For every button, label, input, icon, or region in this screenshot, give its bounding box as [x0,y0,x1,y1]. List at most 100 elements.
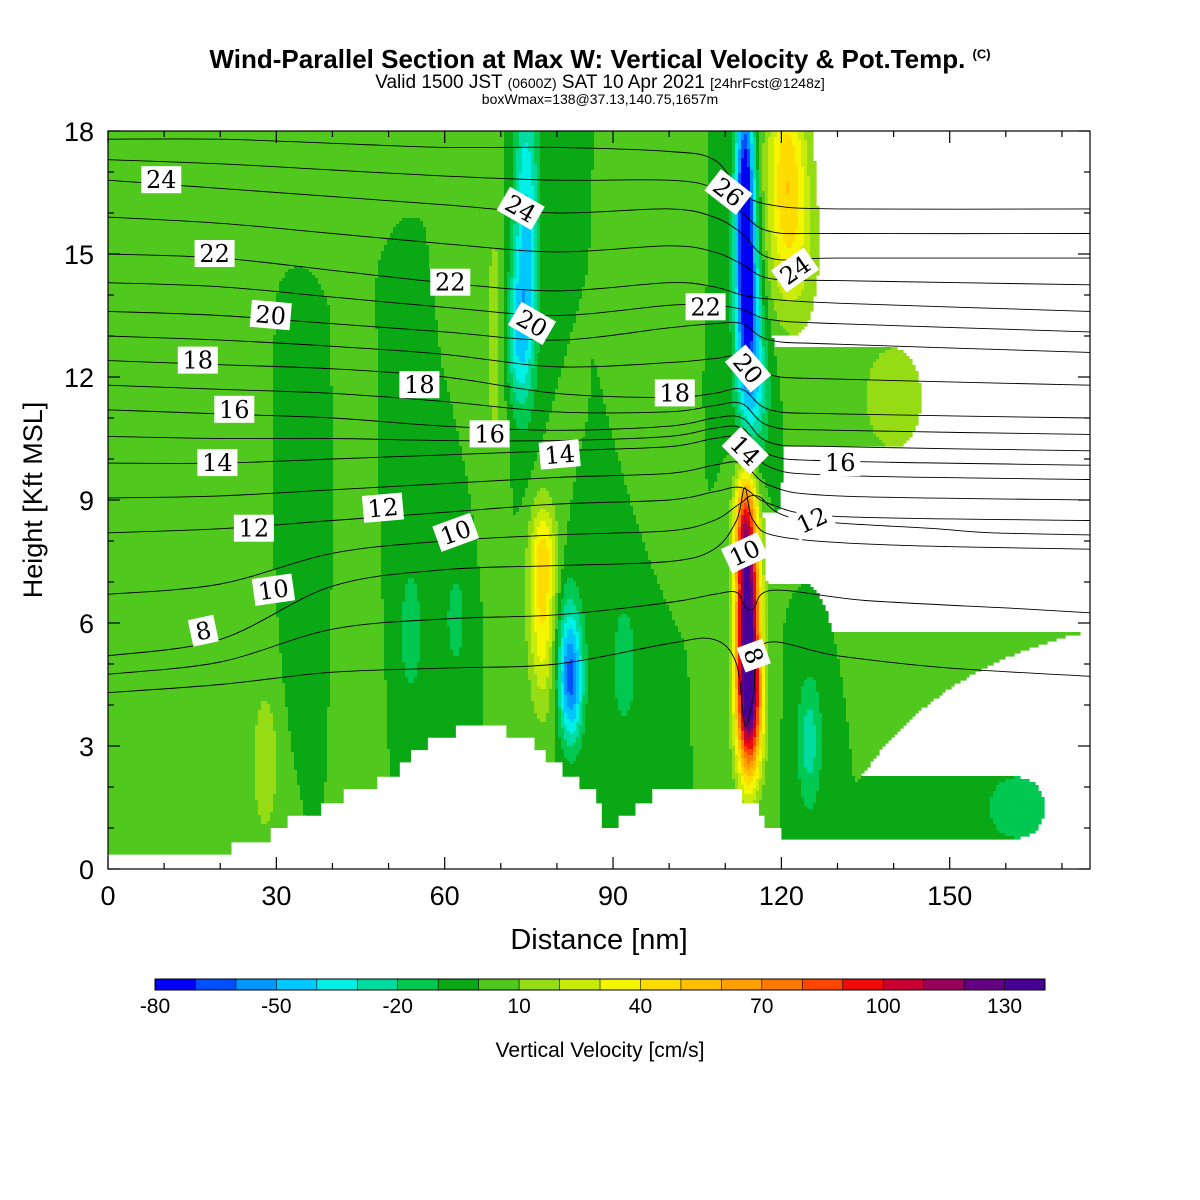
w-cell [756,392,763,396]
w-cell [783,419,871,423]
w-cell [741,392,745,396]
w-cell [729,218,733,222]
w-cell [552,530,559,534]
w-cell [645,548,730,552]
w-cell [549,638,553,642]
w-cell [540,299,580,303]
w-cell [732,539,736,543]
w-cell [504,395,511,399]
w-cell [771,332,790,336]
w-cell [753,341,757,345]
w-cell [717,479,733,483]
w-cell [537,287,541,291]
w-cell [738,503,742,507]
w-cell [768,191,775,195]
w-cell [498,398,505,402]
w-cell [753,509,757,513]
w-cell [762,395,766,399]
w-cell [333,575,382,579]
w-cell [555,623,559,627]
w-cell [807,173,817,177]
w-cell [762,587,766,591]
w-cell [798,227,805,231]
w-cell [762,524,766,528]
w-cell [504,338,508,342]
w-cell [750,506,754,510]
w-cell [756,173,760,177]
w-cell [750,479,754,483]
w-cell [768,212,775,216]
w-cell [525,605,532,609]
w-cell [735,623,739,627]
w-cell [513,233,520,237]
w-cell [735,485,739,489]
w-cell [732,260,736,264]
w-cell [558,560,565,564]
w-cell [729,506,733,510]
w-cell [762,263,766,267]
w-cell [450,632,463,636]
w-cell [489,302,499,306]
w-cell [477,545,529,549]
w-cell [741,224,751,228]
w-cell [537,302,541,306]
w-cell [489,398,499,402]
w-cell [762,314,766,318]
w-cell [762,638,766,642]
w-cell [507,320,511,324]
w-cell [762,347,766,351]
w-cell [744,623,754,627]
w-cell [273,446,334,450]
w-cell [276,314,331,318]
w-cell [765,377,772,381]
w-cell [765,314,769,318]
w-cell [549,620,553,624]
w-cell [537,230,541,234]
w-cell [108,593,277,597]
w-cell [405,584,418,588]
w-cell [783,425,874,429]
w-cell [765,284,772,288]
w-cell [738,275,742,279]
w-cell [780,323,808,327]
w-cell [879,353,907,357]
w-cell [561,623,565,627]
w-cell [750,134,754,138]
w-cell [534,239,538,243]
w-cell [510,257,514,261]
w-cell [108,407,274,411]
w-cell [759,224,763,228]
w-cell [504,224,511,228]
w-cell [504,341,508,345]
w-cell [108,512,274,516]
w-cell [561,569,655,573]
w-cell [741,155,745,159]
w-cell [735,614,739,618]
w-cell [378,413,454,417]
w-cell [498,332,505,336]
w-cell [564,608,577,612]
w-cell [531,617,535,621]
w-cell [330,608,385,612]
w-cell [582,293,706,297]
w-cell [531,548,535,552]
w-cell [762,449,784,453]
w-cell [732,380,736,384]
w-cell [789,191,799,195]
w-cell [735,647,739,651]
w-cell [759,146,763,150]
w-cell [408,581,415,585]
w-cell [765,131,772,135]
w-cell [534,500,553,504]
w-cell [735,494,739,498]
w-cell [528,146,535,150]
w-cell [753,140,757,144]
w-cell [330,374,379,378]
w-cell [276,299,328,303]
w-cell [732,155,736,159]
w-cell [756,206,760,210]
w-cell [108,233,391,237]
w-cell [510,452,538,456]
w-cell [531,254,535,258]
w-cell [747,158,751,162]
